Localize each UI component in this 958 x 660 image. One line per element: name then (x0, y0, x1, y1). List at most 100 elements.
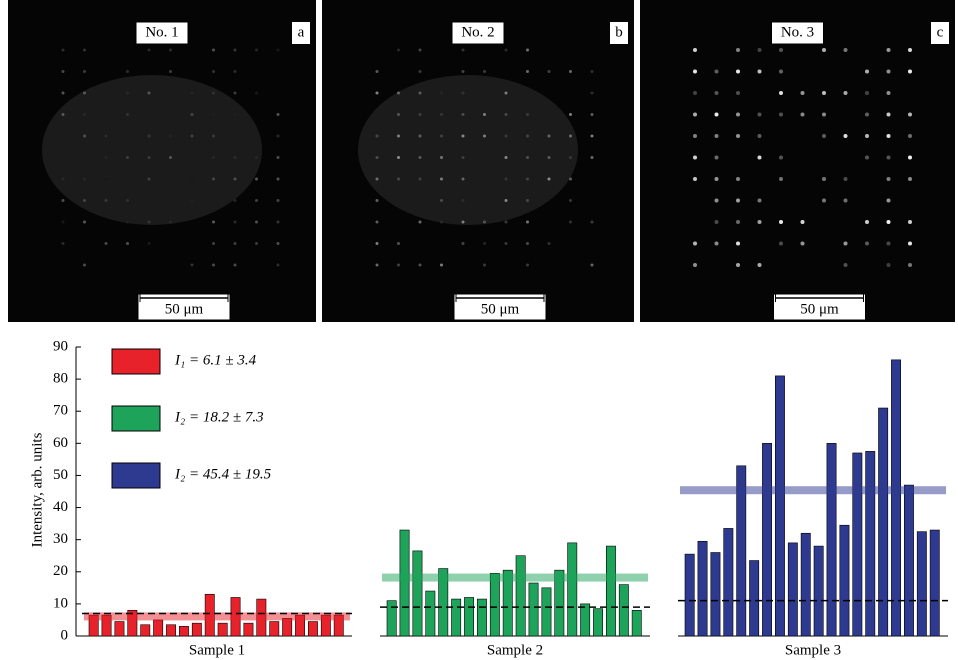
spot (548, 242, 551, 245)
spot (908, 220, 912, 224)
spot (865, 242, 869, 246)
spot (126, 113, 129, 116)
spot (105, 156, 108, 159)
bar (244, 623, 253, 636)
spot (419, 49, 422, 52)
spot (212, 264, 215, 267)
bar (154, 620, 163, 636)
spot (397, 113, 400, 116)
spot (83, 135, 86, 138)
spot (887, 70, 891, 74)
panel-letter: b (615, 24, 623, 40)
spot (62, 178, 65, 181)
spot (693, 177, 697, 181)
spot (212, 92, 215, 95)
spot (736, 134, 740, 138)
spot (483, 264, 486, 267)
spot (822, 134, 826, 138)
bar (192, 623, 201, 636)
spot (212, 156, 215, 159)
spot (736, 263, 740, 267)
spot (736, 242, 740, 246)
spot (234, 92, 237, 95)
spot (758, 199, 762, 203)
spot (801, 242, 805, 246)
legend-swatch (112, 349, 160, 374)
spot (83, 178, 86, 181)
spot (865, 156, 869, 160)
bar (917, 532, 926, 636)
spot (169, 70, 172, 73)
panel-title: No. 1 (145, 24, 178, 40)
spot (548, 178, 551, 181)
spot (758, 263, 762, 267)
spot (83, 49, 86, 52)
bar (750, 561, 759, 636)
spot (419, 92, 422, 95)
spot (191, 135, 194, 138)
spot (440, 178, 443, 181)
bar (270, 622, 279, 636)
spot (801, 113, 805, 117)
spot (526, 156, 529, 159)
spot (191, 92, 194, 95)
spot (526, 178, 529, 181)
spot (440, 156, 443, 159)
spot (419, 70, 422, 73)
bar (308, 622, 317, 636)
spot (397, 92, 400, 95)
spot (908, 48, 912, 52)
spot (62, 221, 65, 224)
spot (887, 242, 891, 246)
spot (277, 178, 280, 181)
spot (822, 199, 826, 203)
legend-swatch (112, 406, 160, 431)
spot (126, 70, 129, 73)
panel-title: No. 3 (781, 24, 814, 40)
spot (126, 92, 129, 95)
spot (376, 221, 379, 224)
spot (526, 135, 529, 138)
spot (169, 49, 172, 52)
spot (887, 48, 891, 52)
spot (844, 242, 848, 246)
spot (844, 91, 848, 95)
spot (462, 178, 465, 181)
spot (569, 135, 572, 138)
spot (376, 92, 379, 95)
spot (191, 156, 194, 159)
x-category-label: Sample 2 (487, 642, 543, 658)
spot (887, 177, 891, 181)
spot (83, 199, 86, 202)
spot (105, 135, 108, 138)
spot (483, 70, 486, 73)
panel-title: No. 2 (461, 24, 494, 40)
scale-label: 50 μm (800, 301, 839, 317)
spot (736, 199, 740, 203)
spot (569, 70, 572, 73)
bar (400, 530, 409, 636)
bar (166, 625, 175, 636)
spot (440, 264, 443, 267)
spot (191, 178, 194, 181)
spot (908, 156, 912, 160)
spot (715, 91, 719, 95)
spot (234, 113, 237, 116)
spot (419, 113, 422, 116)
spot (505, 156, 508, 159)
bar (568, 543, 577, 636)
spot (569, 199, 572, 202)
spot (591, 221, 594, 224)
bar (477, 599, 486, 636)
y-axis-label: Intensity, arb. units (29, 432, 45, 547)
spot (505, 178, 508, 181)
spot (62, 70, 65, 73)
spot (908, 177, 912, 181)
spot (548, 135, 551, 138)
spot (234, 70, 237, 73)
spot (779, 48, 783, 52)
bar (413, 551, 422, 636)
spot (736, 48, 740, 52)
spot (693, 48, 697, 52)
spot (148, 49, 151, 52)
